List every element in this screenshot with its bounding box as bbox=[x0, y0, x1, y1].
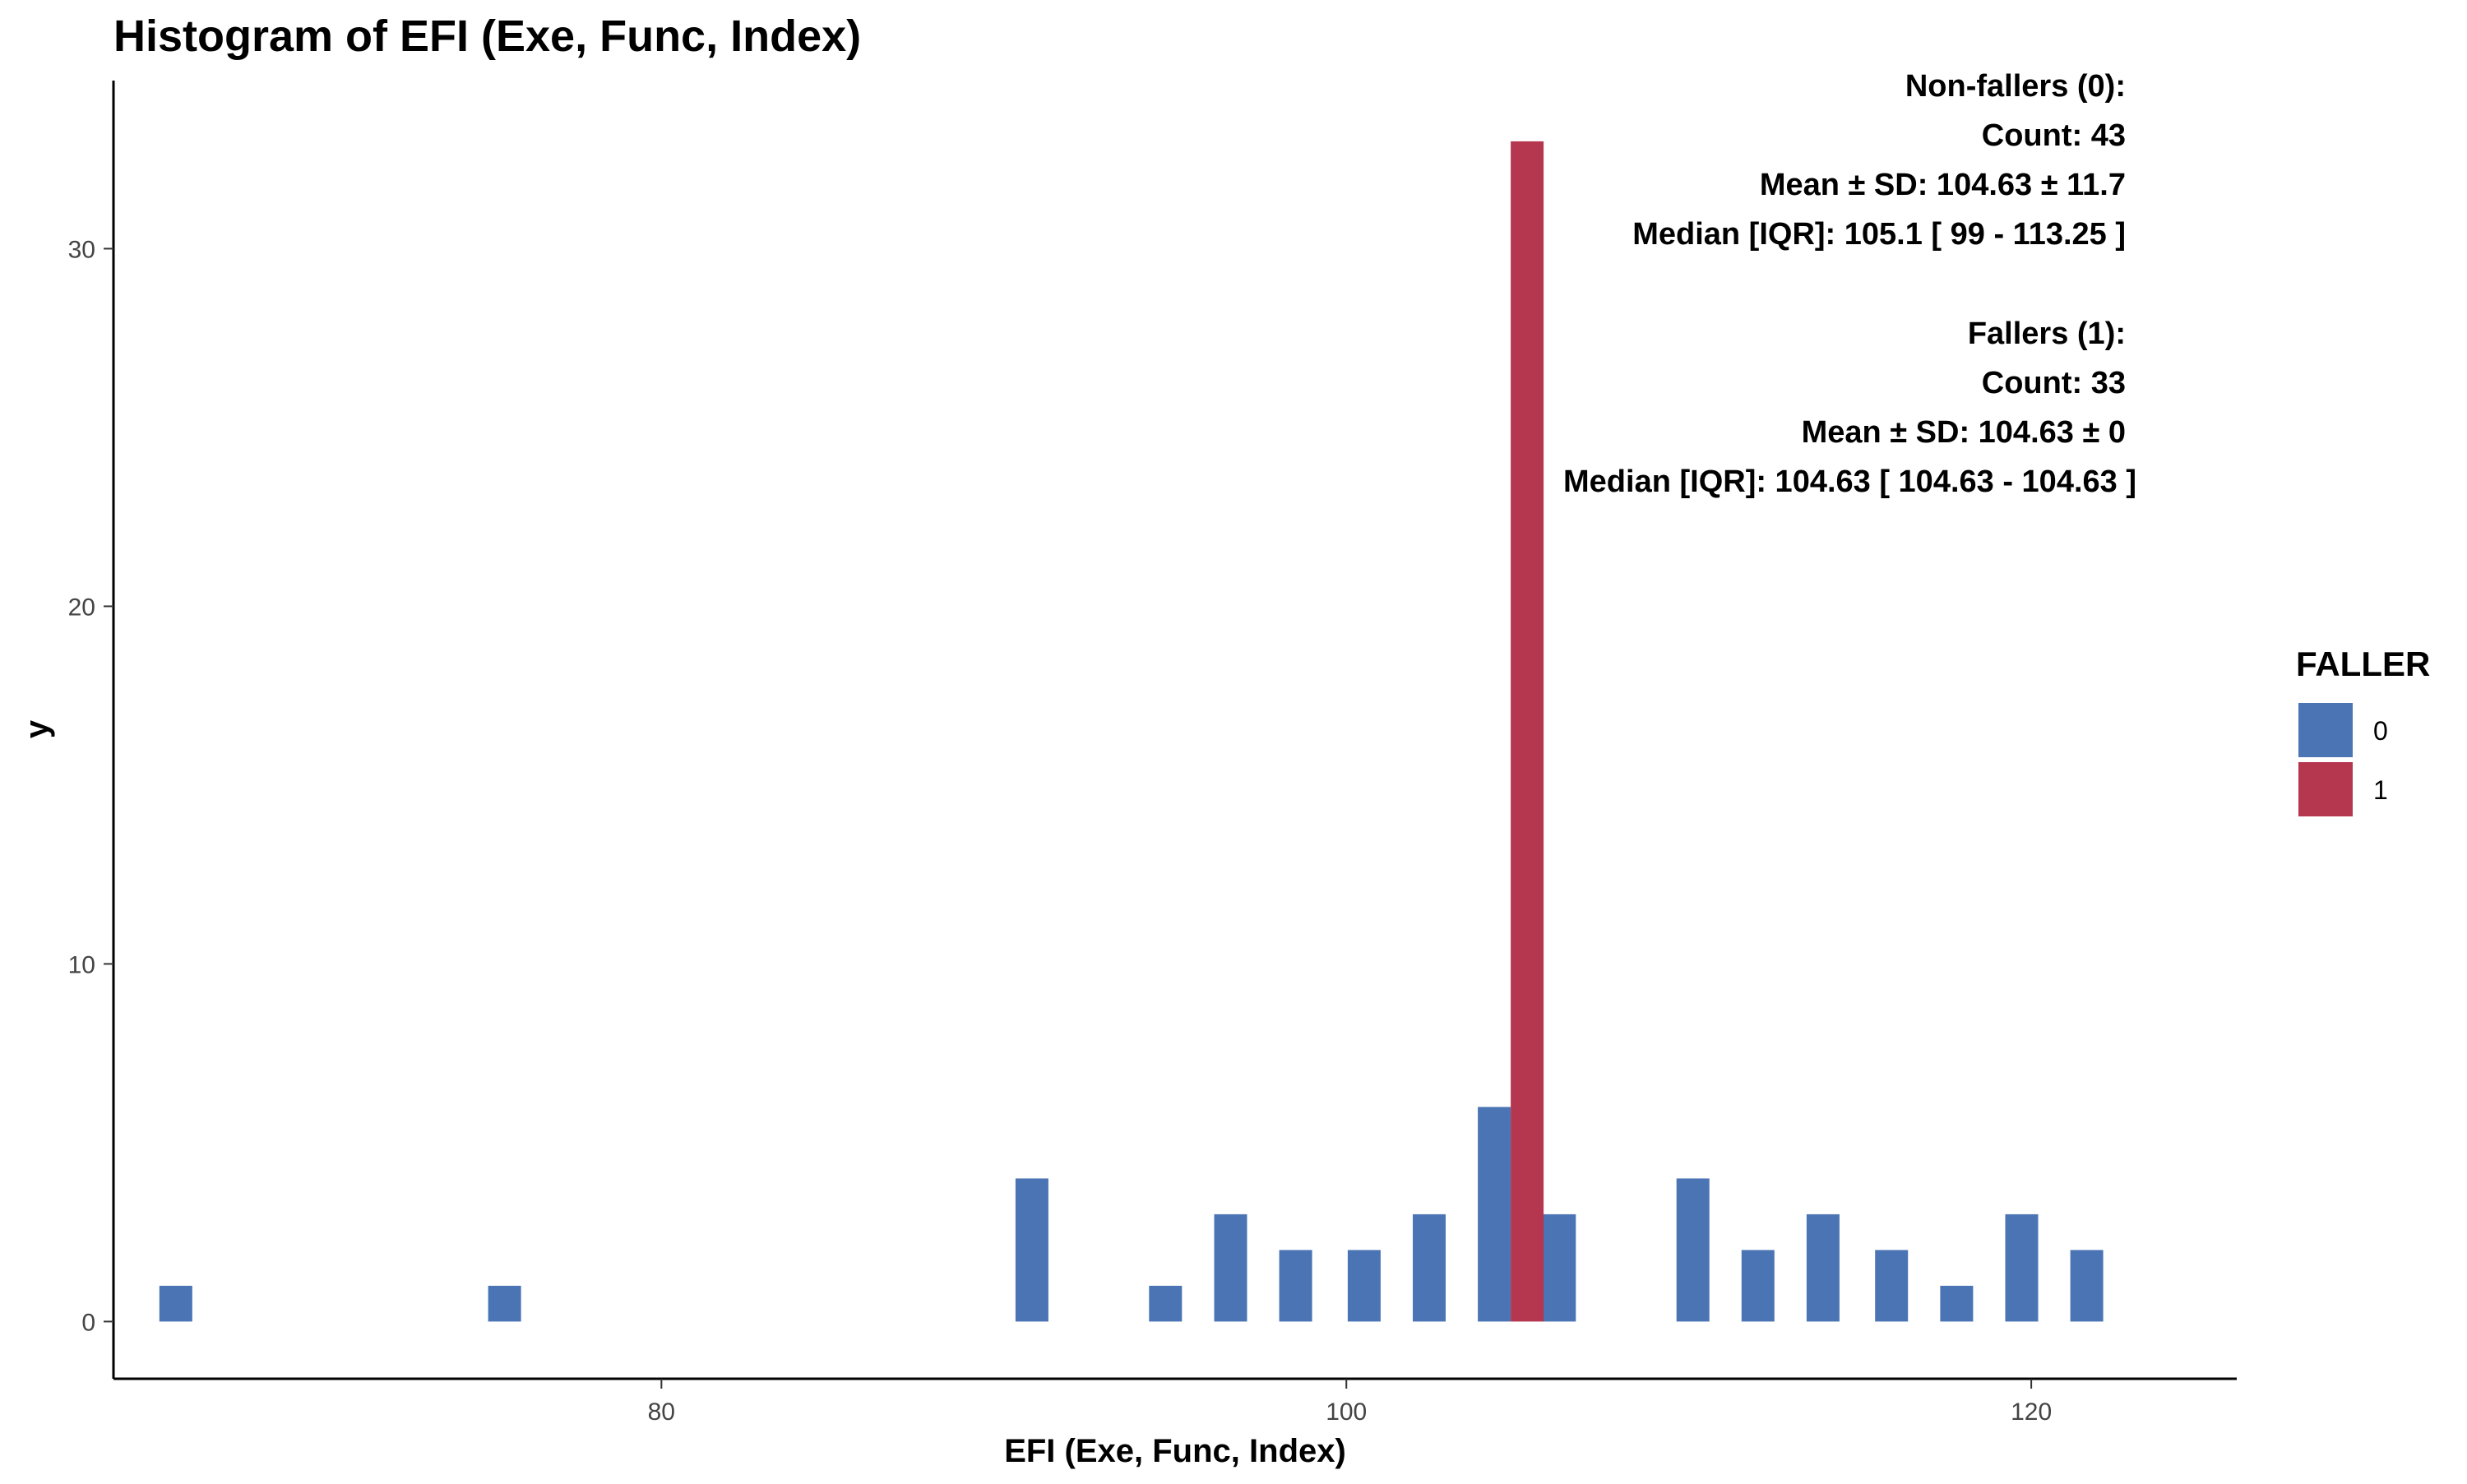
bar-faller-0-4 bbox=[1214, 1214, 1247, 1322]
summary-annotation-line: Median [IQR]: 104.63 [ 104.63 - 104.63 ] bbox=[1563, 465, 2136, 499]
summary-annotation-line: Count: 43 bbox=[1982, 118, 2126, 153]
legend-swatch-1 bbox=[2298, 762, 2353, 816]
bar-faller-0-8 bbox=[1478, 1107, 1511, 1322]
legend-label-1: 1 bbox=[2373, 775, 2388, 805]
legend-label-0: 0 bbox=[2373, 716, 2388, 746]
legend-swatch-0 bbox=[2298, 703, 2353, 757]
axis-ticks: 80 100 120 0 10 20 30 bbox=[68, 236, 2053, 1426]
summary-annotation-line: Count: 33 bbox=[1982, 366, 2126, 400]
bar-faller-0-11 bbox=[1741, 1250, 1775, 1322]
bar-faller-0-2 bbox=[1015, 1178, 1048, 1322]
bar-faller-0-14 bbox=[1940, 1285, 1974, 1322]
y-tick-label: 30 bbox=[68, 236, 95, 263]
y-tick-label: 0 bbox=[81, 1309, 95, 1336]
legend-title: FALLER bbox=[2296, 645, 2430, 683]
bar-faller-1-0 bbox=[1511, 141, 1544, 1322]
bar-faller-0-10 bbox=[1676, 1178, 1710, 1322]
x-tick-label: 100 bbox=[1326, 1398, 1367, 1426]
bar-faller-0-9 bbox=[1543, 1214, 1576, 1322]
bar-faller-0-0 bbox=[159, 1285, 192, 1322]
bar-faller-0-7 bbox=[1413, 1214, 1446, 1322]
summary-annotation-line: Non-fallers (0): bbox=[1905, 69, 2126, 104]
summary-annotation-line: Mean ± SD: 104.63 ± 11.7 bbox=[1760, 168, 2126, 202]
bar-faller-0-13 bbox=[1875, 1250, 1909, 1322]
summary-annotation-line: Mean ± SD: 104.63 ± 0 bbox=[1802, 415, 2126, 450]
summary-annotations: Non-fallers (0): Count: 43 Mean ± SD: 104.… bbox=[1563, 69, 2136, 499]
x-tick-label: 120 bbox=[2011, 1398, 2052, 1426]
bar-faller-0-1 bbox=[488, 1285, 521, 1322]
legend: FALLER 0 1 bbox=[2296, 645, 2430, 816]
summary-annotation-line: Median [IQR]: 105.1 [ 99 - 113.25 ] bbox=[1632, 217, 2126, 252]
bar-faller-0-3 bbox=[1149, 1285, 1183, 1322]
y-axis-title: y bbox=[19, 719, 55, 738]
bar-faller-0-16 bbox=[2070, 1250, 2104, 1322]
plot-area bbox=[159, 141, 2104, 1322]
bar-faller-0-12 bbox=[1806, 1214, 1840, 1322]
summary-annotation-line: Fallers (1): bbox=[1968, 317, 2126, 351]
y-tick-label: 20 bbox=[68, 594, 95, 621]
y-tick-label: 10 bbox=[68, 951, 95, 978]
x-axis-title: EFI (Exe, Func, Index) bbox=[1004, 1433, 1346, 1469]
bar-faller-0-5 bbox=[1279, 1250, 1312, 1322]
x-tick-label: 80 bbox=[648, 1398, 675, 1426]
bar-faller-0-15 bbox=[2005, 1214, 2039, 1322]
bar-faller-0-6 bbox=[1347, 1250, 1381, 1322]
chart-title: Histogram of EFI (Exe, Func, Index) bbox=[113, 12, 861, 61]
